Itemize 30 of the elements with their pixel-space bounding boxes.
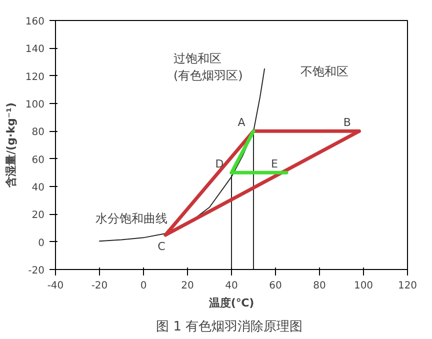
caption: 图 1 有色烟羽消除原理图 [156, 320, 303, 334]
y-tick-label: 0 [38, 238, 45, 249]
y-tick-label: 100 [25, 100, 45, 110]
y-tick-label: 80 [32, 127, 45, 138]
x-tick-label: 60 [269, 280, 282, 292]
x-tick-label: 0 [140, 280, 147, 292]
x-axis-title: 温度(℃) [208, 296, 254, 310]
annotation: 过饱和区 (有色烟羽区) [174, 52, 243, 82]
annotation: 水分饱和曲线 [96, 212, 168, 226]
x-tick-label: 40 [225, 280, 238, 292]
annotation: 不饱和区 [300, 64, 348, 78]
x-tick-label: 80 [313, 280, 326, 292]
y-tick-label: 140 [25, 44, 45, 56]
y-tick-label: 20 [32, 210, 45, 222]
annotation: E [271, 158, 278, 171]
annotation: D [215, 158, 224, 171]
x-tick-label: 120 [398, 280, 418, 292]
annotation: C [158, 240, 166, 253]
annotation: B [343, 116, 351, 130]
x-tick-label: -20 [91, 280, 108, 292]
annotation: A [238, 116, 246, 130]
y-tick-label: 40 [32, 182, 45, 194]
y-tick-label: 160 [25, 16, 45, 28]
x-tick-label: -40 [47, 280, 64, 292]
y-tick-label: 120 [25, 72, 45, 83]
y-axis-title: 含湿量/(g·kg⁻¹) [4, 102, 18, 188]
y-tick-label: 60 [32, 154, 45, 166]
x-tick-label: 20 [181, 280, 194, 292]
y-tick-label: -20 [28, 266, 45, 276]
x-tick-label: 100 [354, 280, 374, 292]
